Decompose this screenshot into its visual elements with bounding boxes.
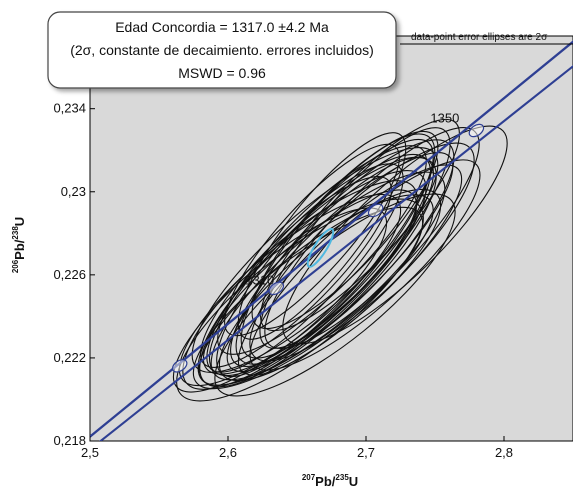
y-tick-label: 0,234 bbox=[53, 101, 86, 116]
age-marker bbox=[268, 281, 285, 296]
error-ellipse bbox=[260, 118, 460, 332]
decay-constant-note: (2σ, constante de decaimiento. errores i… bbox=[70, 42, 374, 58]
mswd-text: MSWD = 0.96 bbox=[178, 65, 266, 81]
concordia-age-text: Edad Concordia = 1317.0 ±4.2 Ma bbox=[115, 19, 329, 35]
x-axis-label: 207Pb/235U bbox=[302, 473, 358, 489]
error-ellipse bbox=[224, 143, 400, 337]
concordia-line bbox=[98, 65, 573, 441]
error-ellipse bbox=[282, 125, 508, 345]
age-marker-label: 1310 bbox=[245, 272, 274, 287]
result-box: Edad Concordia = 1317.0 ±4.2 Ma (2σ, con… bbox=[47, 11, 397, 89]
error-ellipse bbox=[240, 133, 436, 359]
x-tick-label: 2,7 bbox=[357, 445, 375, 460]
y-tick-label: 0,23 bbox=[61, 184, 86, 199]
x-axis-ticks: 2,5 2,6 2,7 2,8 bbox=[81, 436, 513, 460]
concordia-age-ellipse-shape bbox=[306, 227, 335, 268]
x-tick-label: 2,8 bbox=[495, 445, 513, 460]
error-ellipse bbox=[237, 164, 463, 376]
error-ellipse-note: data-point error ellipses are 2σ bbox=[411, 32, 548, 43]
concordia-age-ellipse bbox=[306, 227, 335, 268]
y-axis-label: 206Pb/238U bbox=[11, 217, 27, 273]
y-tick-label: 0,226 bbox=[53, 267, 86, 282]
x-tick-label: 2,6 bbox=[219, 445, 237, 460]
error-ellipse bbox=[251, 130, 439, 330]
y-tick-label: 0,222 bbox=[53, 350, 86, 365]
age-marker bbox=[367, 203, 384, 218]
x-tick-label: 2,5 bbox=[81, 445, 99, 460]
age-marker bbox=[171, 359, 188, 373]
y-tick-label: 0,218 bbox=[53, 433, 86, 448]
error-ellipse bbox=[178, 193, 402, 387]
error-ellipse bbox=[259, 127, 451, 349]
y-axis-ticks: 0,218 0,222 0,226 0,23 0,234 bbox=[53, 101, 95, 448]
error-ellipse bbox=[237, 132, 407, 340]
error-ellipse bbox=[176, 198, 424, 402]
error-ellipse bbox=[200, 176, 392, 368]
error-ellipse bbox=[172, 207, 388, 393]
age-marker-label: 1350 bbox=[430, 111, 459, 126]
result-box-frame bbox=[47, 11, 397, 89]
concordia-age-markers: 1310 1350 bbox=[171, 111, 485, 373]
age-marker bbox=[468, 123, 485, 138]
